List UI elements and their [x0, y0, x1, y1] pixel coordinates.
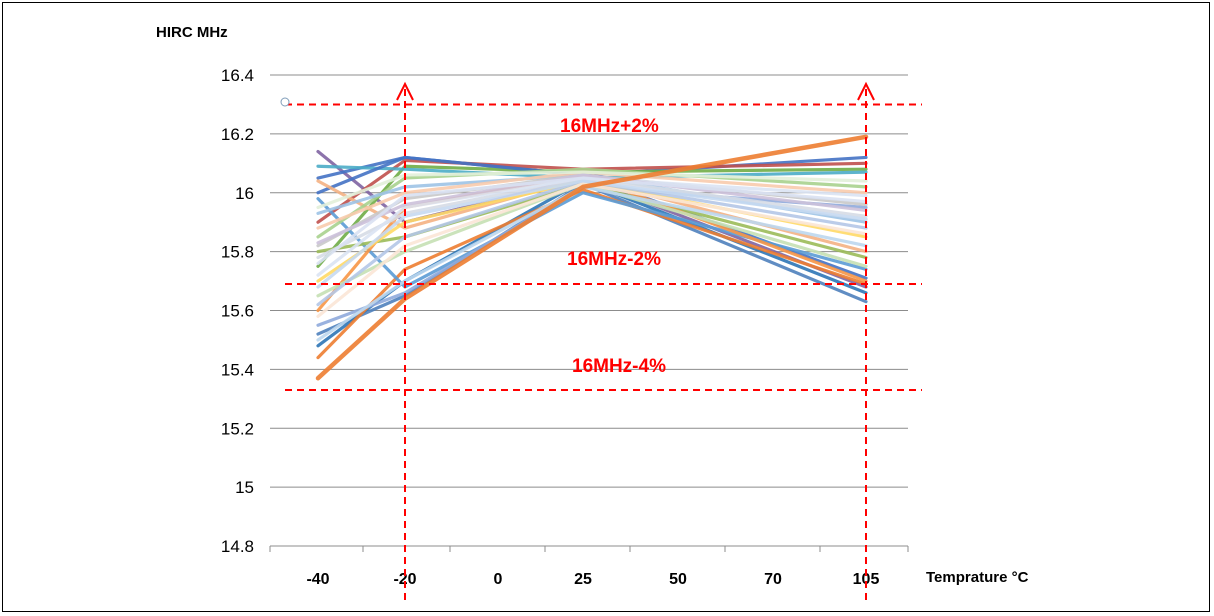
x-tick-label: 25 — [574, 571, 592, 588]
y-tick-label: 15 — [235, 478, 254, 497]
reference-lines — [285, 81, 922, 600]
y-tick-label: 15.4 — [221, 360, 254, 379]
y-tick-label: 15.2 — [221, 419, 254, 438]
series-line — [316, 179, 868, 307]
x-tick-label: 0 — [494, 571, 503, 588]
series-line — [316, 188, 868, 360]
x-tick-label: 105 — [853, 571, 880, 588]
x-tick-label: 70 — [764, 571, 782, 588]
y-tick-label: 16 — [235, 184, 254, 203]
series-line — [316, 173, 868, 245]
reference-label: 16MHz-4% — [572, 356, 666, 377]
reference-label: 16MHz+2% — [560, 116, 659, 137]
y-tick-label: 16.4 — [221, 66, 254, 85]
x-tick-labels: -40 -20 0 25 50 70 105 — [306, 571, 879, 588]
series-line — [316, 176, 868, 260]
series-line — [316, 176, 868, 265]
chart-handle-marker — [280, 97, 290, 107]
y-tick-labels: 14.8 15 15.2 15.4 15.6 15.8 16 16.2 16.4 — [221, 66, 254, 556]
series-line — [316, 182, 868, 298]
y-tick-label: 14.8 — [221, 537, 254, 556]
x-tick-label: 50 — [669, 571, 687, 588]
x-tick-label: -20 — [393, 571, 416, 588]
x-axis — [269, 545, 909, 552]
y-tick-label: 15.8 — [221, 243, 254, 262]
series-line — [316, 179, 868, 289]
y-tick-label: 16.2 — [221, 125, 254, 144]
series-line — [316, 185, 868, 342]
series-line — [315, 134, 869, 381]
reference-arrowhead — [857, 81, 875, 101]
y-tick-label: 15.6 — [221, 302, 254, 321]
series-line — [316, 170, 868, 210]
x-axis-title: Temprature °C — [926, 569, 1029, 586]
y-axis-title: HIRC MHz — [156, 24, 228, 41]
reference-labels: 16MHz+2% 16MHz-2% 16MHz-4% — [560, 116, 666, 377]
x-tick-label: -40 — [306, 571, 329, 588]
reference-label: 16MHz-2% — [567, 249, 661, 270]
series-lines — [315, 134, 869, 381]
reference-arrowhead — [396, 81, 414, 101]
series-line — [316, 176, 868, 277]
series-line — [316, 164, 868, 268]
series-line — [316, 170, 868, 230]
series-line — [316, 182, 868, 318]
